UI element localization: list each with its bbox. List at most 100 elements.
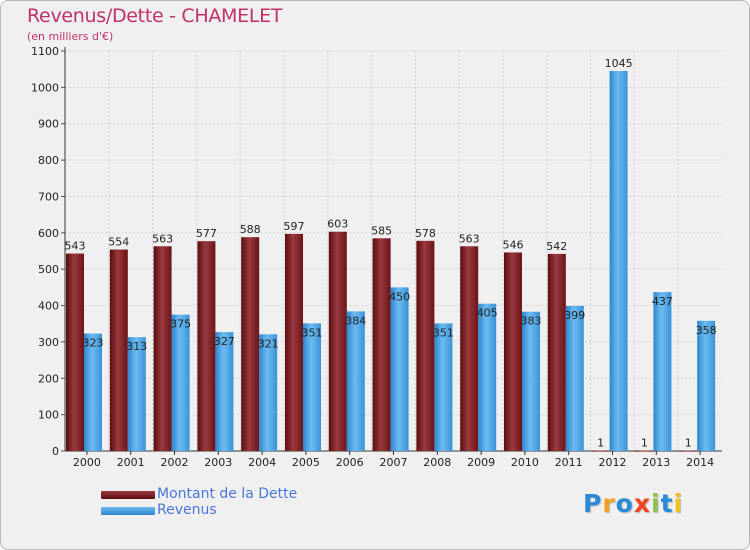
- data-label-revenus: 351: [302, 326, 323, 339]
- x-tick-label: 2010: [511, 456, 539, 469]
- y-tick-label: 600: [38, 227, 59, 240]
- y-tick-label: 300: [38, 336, 59, 349]
- x-tick-label: 2012: [599, 456, 627, 469]
- data-label-dette: 597: [284, 220, 305, 233]
- bar-revenus-2012: [609, 71, 628, 451]
- x-tick-label: 2004: [248, 456, 276, 469]
- logo-letter: o: [615, 489, 634, 518]
- legend-label-revenus: Revenus: [157, 502, 217, 518]
- data-label-revenus: 437: [652, 295, 673, 308]
- logo-letter: t: [660, 489, 674, 518]
- bar-dette-2014: [679, 450, 698, 452]
- y-tick-label: 0: [52, 445, 59, 458]
- x-tick-label: 2014: [686, 456, 714, 469]
- data-label-revenus: 450: [389, 290, 410, 303]
- bar-dette-2001: [109, 249, 128, 451]
- y-tick-label: 400: [38, 300, 59, 313]
- y-tick-label: 200: [38, 372, 59, 385]
- data-label-revenus: 327: [214, 335, 235, 348]
- logo-letter: i: [673, 489, 684, 518]
- x-tick-label: 2003: [204, 456, 232, 469]
- x-tick-label: 2005: [292, 456, 320, 469]
- data-label-dette: 578: [415, 227, 436, 240]
- data-label-dette: 585: [371, 224, 392, 237]
- logo-letter: r: [602, 489, 616, 518]
- data-label-dette: 543: [65, 240, 86, 253]
- bar-revenus-2011: [565, 305, 584, 451]
- bar-dette-2013: [635, 450, 654, 452]
- data-label-revenus: 375: [170, 318, 191, 331]
- bar-dette-2008: [416, 240, 435, 451]
- x-tick-label: 2013: [642, 456, 670, 469]
- data-label-dette: 1: [597, 437, 604, 450]
- bar-dette-2010: [504, 252, 522, 451]
- data-label-revenus: 1045: [605, 57, 633, 70]
- bar-revenus-2007: [390, 287, 409, 451]
- data-label-dette: 542: [546, 240, 567, 253]
- data-label-revenus: 321: [258, 337, 279, 350]
- data-label-dette: 1: [685, 437, 692, 450]
- legend-swatch-debt: [101, 491, 155, 499]
- bar-dette-2011: [547, 253, 566, 451]
- bar-dette-2009: [460, 246, 479, 451]
- y-tick-label: 800: [38, 154, 59, 167]
- bar-dette-2002: [153, 246, 172, 451]
- bar-revenus-2013: [653, 292, 672, 451]
- bar-revenus-2005: [303, 323, 321, 451]
- logo-letter: P: [583, 489, 603, 518]
- legend-label-debt: Montant de la Dette: [157, 486, 298, 502]
- data-label-dette: 588: [240, 223, 261, 236]
- x-tick-label: 2006: [336, 456, 364, 469]
- x-tick-label: 2011: [555, 456, 583, 469]
- data-label-revenus: 399: [564, 309, 585, 322]
- bar-revenus-2009: [478, 303, 497, 451]
- y-tick-label: 500: [38, 263, 59, 276]
- bar-revenus-2010: [522, 311, 540, 451]
- bar-revenus-2001: [127, 337, 146, 451]
- x-tick-label: 2007: [380, 456, 408, 469]
- data-label-dette: 546: [503, 238, 524, 251]
- data-label-revenus: 358: [696, 324, 717, 337]
- data-label-revenus: 323: [83, 337, 104, 350]
- bar-dette-2005: [285, 233, 303, 451]
- x-tick-label: 2000: [73, 456, 101, 469]
- bar-revenus-2008: [434, 323, 453, 451]
- bar-dette-2007: [372, 238, 391, 451]
- logo-letter: i: [651, 489, 661, 518]
- data-label-revenus: 405: [477, 307, 498, 320]
- y-tick-label: 100: [38, 409, 59, 422]
- y-tick-label: 1000: [31, 81, 59, 94]
- bar-dette-2004: [241, 237, 260, 451]
- legend-swatch-revenus: [101, 507, 155, 515]
- bar-revenus-2003: [215, 332, 234, 451]
- data-label-dette: 1: [641, 437, 648, 450]
- data-label-dette: 603: [327, 218, 348, 231]
- y-tick-label: 900: [38, 118, 59, 131]
- proxiti-logo: Proxiti: [583, 489, 683, 518]
- bar-revenus-2006: [346, 311, 365, 451]
- logo-letter: x: [633, 489, 651, 518]
- bar-revenus-2004: [259, 334, 278, 451]
- data-label-revenus: 383: [521, 315, 542, 328]
- bar-revenus-2000: [84, 333, 102, 451]
- bar-dette-2003: [197, 241, 216, 451]
- x-tick-label: 2008: [423, 456, 451, 469]
- data-label-dette: 563: [459, 232, 480, 245]
- x-tick-label: 2009: [467, 456, 495, 469]
- bar-dette-2000: [66, 253, 84, 451]
- bar-dette-2006: [328, 231, 347, 451]
- data-label-dette: 563: [152, 232, 173, 245]
- chart-title: Revenus/Dette - CHAMELET: [27, 5, 283, 27]
- y-tick-label: 700: [38, 190, 59, 203]
- y-tick-label: 1100: [31, 45, 59, 58]
- data-label-revenus: 313: [126, 340, 147, 353]
- bar-dette-2012: [591, 450, 610, 452]
- bar-revenus-2002: [171, 314, 190, 451]
- data-label-dette: 577: [196, 227, 217, 240]
- data-label-dette: 554: [108, 236, 129, 249]
- chart-subtitle: (en milliers d'€): [27, 30, 114, 43]
- data-label-revenus: 351: [433, 326, 454, 339]
- bar-revenus-2014: [697, 320, 716, 451]
